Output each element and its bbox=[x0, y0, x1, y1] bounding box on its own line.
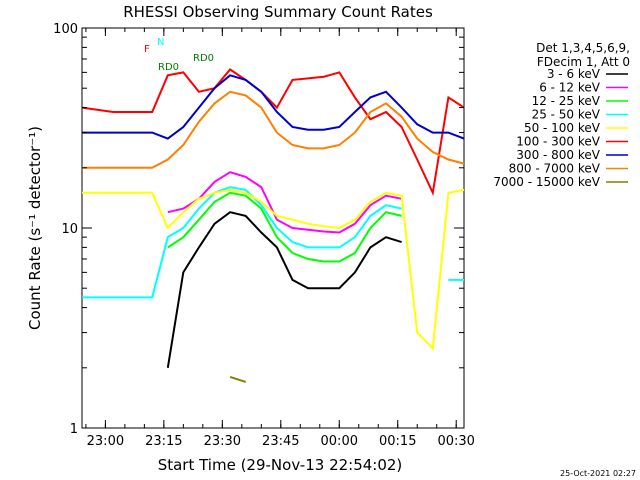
series-line-8 bbox=[229, 375, 247, 383]
y-tick-label: 100 bbox=[53, 22, 78, 37]
legend-header: FDecim 1, Att 0 bbox=[537, 55, 630, 69]
annotation-label: RD0 bbox=[193, 53, 214, 64]
legend-entry-label: 25 - 50 keV bbox=[532, 108, 601, 122]
legend-entry-label: 6 - 12 keV bbox=[539, 81, 601, 95]
x-tick-label: 00:30 bbox=[437, 434, 474, 449]
series-line-1 bbox=[167, 171, 402, 234]
annotation-label: N bbox=[157, 37, 164, 48]
annotation-label: F bbox=[144, 44, 150, 55]
series-line-2 bbox=[167, 191, 402, 263]
x-tick-label: 23:00 bbox=[87, 434, 124, 449]
legend: Det 1,3,4,5,6,9,FDecim 1, Att 03 - 6 keV… bbox=[493, 41, 630, 189]
series-line-0 bbox=[166, 211, 402, 368]
series-line-4 bbox=[82, 188, 465, 351]
annotation-label: RD0 bbox=[158, 62, 179, 73]
x-axis-label: Start Time (29-Nov-13 22:54:02) bbox=[158, 456, 403, 474]
legend-header: Det 1,3,4,5,6,9, bbox=[536, 41, 630, 55]
x-tick-label: 23:30 bbox=[204, 434, 241, 449]
y-tick-label: 10 bbox=[61, 222, 78, 237]
x-tick-label: 23:45 bbox=[262, 434, 299, 449]
timestamp: 25-Oct-2021 02:27 bbox=[560, 469, 636, 478]
legend-entry-label: 3 - 6 keV bbox=[547, 67, 601, 81]
series-line-7 bbox=[82, 90, 465, 169]
legend-entry-label: 7000 - 15000 keV bbox=[493, 175, 600, 189]
legend-entry-label: 100 - 300 keV bbox=[516, 135, 600, 149]
chart-title: RHESSI Observing Summary Count Rates bbox=[123, 3, 433, 21]
legend-entry-label: 50 - 100 keV bbox=[524, 121, 601, 135]
x-tick-label: 23:15 bbox=[145, 434, 182, 449]
legend-entry-label: 800 - 7000 keV bbox=[509, 162, 601, 176]
y-axis-label: Count Rate (s⁻¹ detector⁻¹) bbox=[26, 126, 44, 330]
legend-entry-label: 300 - 800 keV bbox=[516, 148, 600, 162]
y-tick-label: 1 bbox=[70, 422, 78, 437]
series-line-6 bbox=[82, 74, 465, 140]
x-tick-label: 00:15 bbox=[379, 434, 416, 449]
series-line-5 bbox=[81, 68, 465, 197]
series-line-3 bbox=[82, 186, 402, 299]
x-tick-label: 00:00 bbox=[321, 434, 358, 449]
legend-entry-label: 12 - 25 keV bbox=[532, 94, 601, 108]
